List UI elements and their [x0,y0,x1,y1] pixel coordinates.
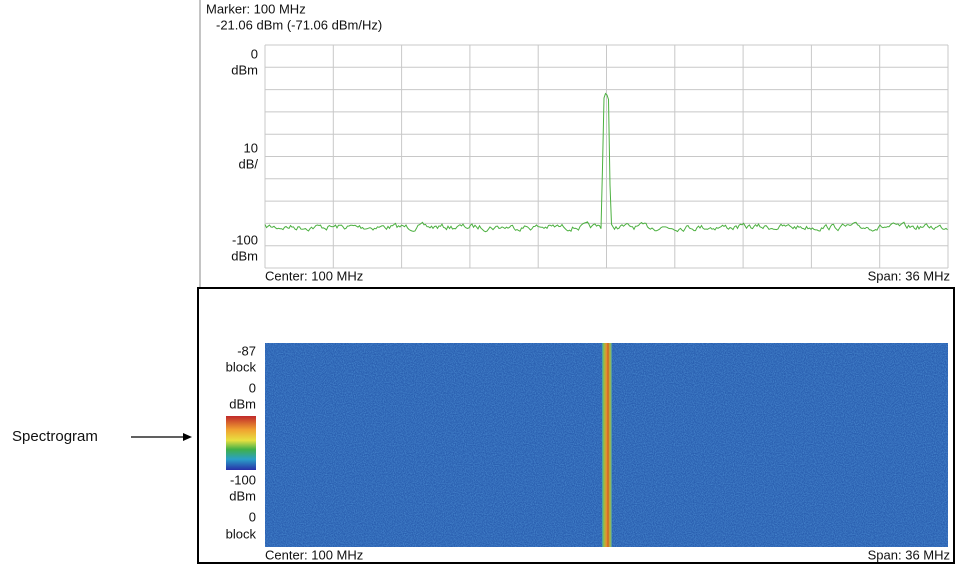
y-label: block [226,526,257,541]
callout-arrowhead [183,433,192,441]
callout-label: Spectrogram [12,428,98,445]
y-label: dBm [231,62,258,77]
span-label: Span: 36 MHz [868,547,950,562]
signal-stripe [602,343,612,547]
marker-frequency: Marker: 100 MHz [206,1,306,16]
y-label: 10 [244,140,258,155]
y-label: -100 [232,232,258,247]
y-label: block [226,359,257,374]
y-label: 0 [249,380,256,395]
y-label: -87 [237,343,256,358]
y-label: 0 [251,46,258,61]
spectrum-grid [264,44,949,269]
y-label: dBm [229,396,256,411]
center-label: Center: 100 MHz [265,268,363,283]
spectrogram-panel [197,287,955,564]
y-label: 0 [249,509,256,524]
spectrum-trace [264,92,948,233]
marker-reading: -21.06 dBm (-71.06 dBm/Hz) [216,17,382,32]
color-bar [226,416,256,470]
span-label: Span: 36 MHz [868,268,950,283]
y-label: dBm [229,488,256,503]
center-label: Center: 100 MHz [265,547,363,562]
y-label: -100 [230,472,256,487]
y-label: dB/ [238,156,258,171]
y-label: dBm [231,248,258,263]
